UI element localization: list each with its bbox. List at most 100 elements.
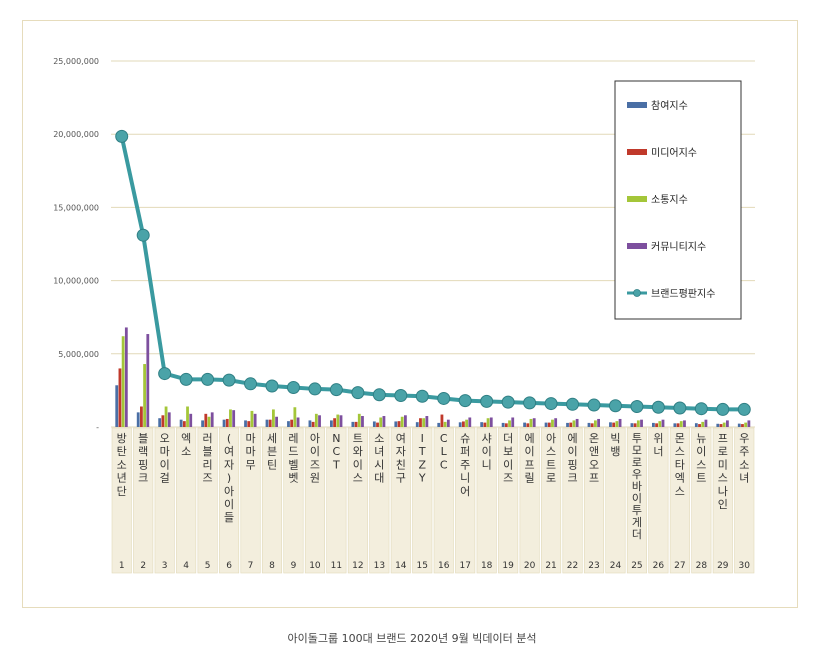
chart-caption: 아이돌그룹 100대 브랜드 2020년 9월 빅데이터 분석: [287, 632, 537, 645]
category-label-box: [412, 427, 433, 574]
category-label-box: [476, 427, 497, 574]
bar-participation: [330, 420, 333, 427]
rank-label: 15: [417, 561, 428, 571]
category-label-char: 자: [224, 458, 234, 471]
category-label-box: [734, 427, 755, 574]
bar-participation: [737, 423, 741, 427]
category-label-char: 원: [310, 472, 320, 485]
bar-communication: [336, 414, 340, 427]
rank-label: 14: [395, 561, 407, 571]
category-label-char: L: [441, 445, 448, 458]
bar-participation: [652, 422, 655, 427]
rank-label: 19: [502, 561, 514, 571]
bar-community: [232, 410, 236, 427]
rank-label: 5: [205, 561, 211, 571]
category-label-char: 빅: [610, 432, 620, 445]
category-label-char: 뉴: [696, 432, 706, 445]
bar-layer: [115, 327, 751, 427]
category-label-char: T: [418, 445, 426, 458]
category-label-char: 몬: [675, 432, 685, 445]
category-label-char: 이: [224, 498, 234, 511]
bar-community: [167, 412, 171, 427]
brand-point: [673, 401, 687, 415]
bar-communication: [121, 336, 125, 427]
category-label-box: [283, 427, 304, 574]
category-label-box: [541, 427, 562, 574]
bar-media: [633, 423, 637, 427]
rank-label: 6: [226, 561, 232, 571]
bar-community: [618, 418, 622, 427]
category-label-char: 벳: [288, 472, 298, 485]
category-label-char: 이: [160, 458, 170, 471]
category-label-char: 샤: [482, 432, 492, 445]
brand-point: [265, 379, 279, 393]
bar-community: [554, 418, 558, 427]
bar-community: [661, 419, 665, 427]
rank-label: 20: [524, 561, 536, 571]
bar-community: [468, 417, 472, 427]
bar-media: [569, 422, 573, 427]
category-label-char: 드: [288, 445, 298, 458]
category-label-char: 니: [460, 472, 470, 485]
bar-community: [318, 415, 321, 427]
bar-community: [532, 418, 536, 427]
rank-label: 9: [291, 561, 297, 571]
rank-label: 12: [352, 561, 363, 571]
rank-label: 16: [438, 561, 450, 571]
category-label-char: 크: [138, 472, 148, 485]
rank-label: 3: [162, 561, 168, 571]
category-label-char: 아: [546, 432, 556, 445]
category-label-char: 들: [224, 511, 234, 524]
bar-participation: [244, 420, 247, 427]
category-label-char: 스: [353, 472, 363, 485]
category-label-char: 블: [203, 445, 213, 458]
bar-participation: [523, 422, 526, 427]
category-label-char: 여: [396, 432, 406, 445]
category-label-char: 온: [589, 432, 599, 445]
category-label-box: [219, 427, 240, 574]
category-label-box: [197, 427, 218, 574]
bar-communication: [636, 420, 640, 427]
category-label-char: 걸: [160, 472, 170, 485]
bar-communication: [314, 413, 318, 427]
bar-community: [361, 416, 364, 427]
brand-point: [694, 402, 708, 416]
brand-point: [179, 372, 193, 386]
brand-point: [458, 394, 472, 408]
category-label-char: 트: [546, 458, 556, 471]
category-label-char: 더: [632, 528, 642, 541]
brand-point: [351, 386, 365, 400]
category-label-char: 크: [567, 472, 577, 485]
category-label-box: [626, 427, 647, 574]
category-label-char: 로: [546, 472, 556, 485]
bar-community: [339, 415, 343, 427]
brand-point: [437, 391, 451, 405]
bar-communication: [508, 420, 511, 427]
bar-communication: [594, 420, 597, 427]
bar-communication: [529, 418, 533, 427]
category-label-char: 방: [117, 432, 127, 445]
category-label-char: 대: [374, 472, 384, 485]
bar-community: [210, 412, 214, 427]
bar-participation: [673, 423, 677, 427]
brand-point: [244, 377, 258, 391]
bar-community: [296, 417, 300, 427]
category-label-char: 이: [525, 445, 535, 458]
bar-communication: [229, 409, 232, 427]
category-label-char: 세: [267, 432, 277, 445]
category-label-char: 프: [589, 472, 599, 485]
chart-frame: 25,000,000 20,000,000 15,000,000 10,000,000…: [22, 20, 798, 608]
legend-label-media: 미디어지수: [651, 147, 697, 159]
category-label-char: 소: [181, 445, 191, 458]
bar-communication: [164, 406, 168, 427]
category-label-char: 너: [653, 445, 663, 458]
brand-point: [480, 394, 494, 408]
category-label-box: [176, 427, 197, 574]
rank-label: 28: [696, 561, 708, 571]
bar-communication: [422, 418, 426, 427]
rank-label: 13: [374, 561, 385, 571]
brand-point: [415, 389, 429, 403]
category-label-char: 프: [718, 432, 728, 445]
category-label-char: 핑: [138, 458, 148, 471]
category-label-box: [111, 427, 132, 574]
